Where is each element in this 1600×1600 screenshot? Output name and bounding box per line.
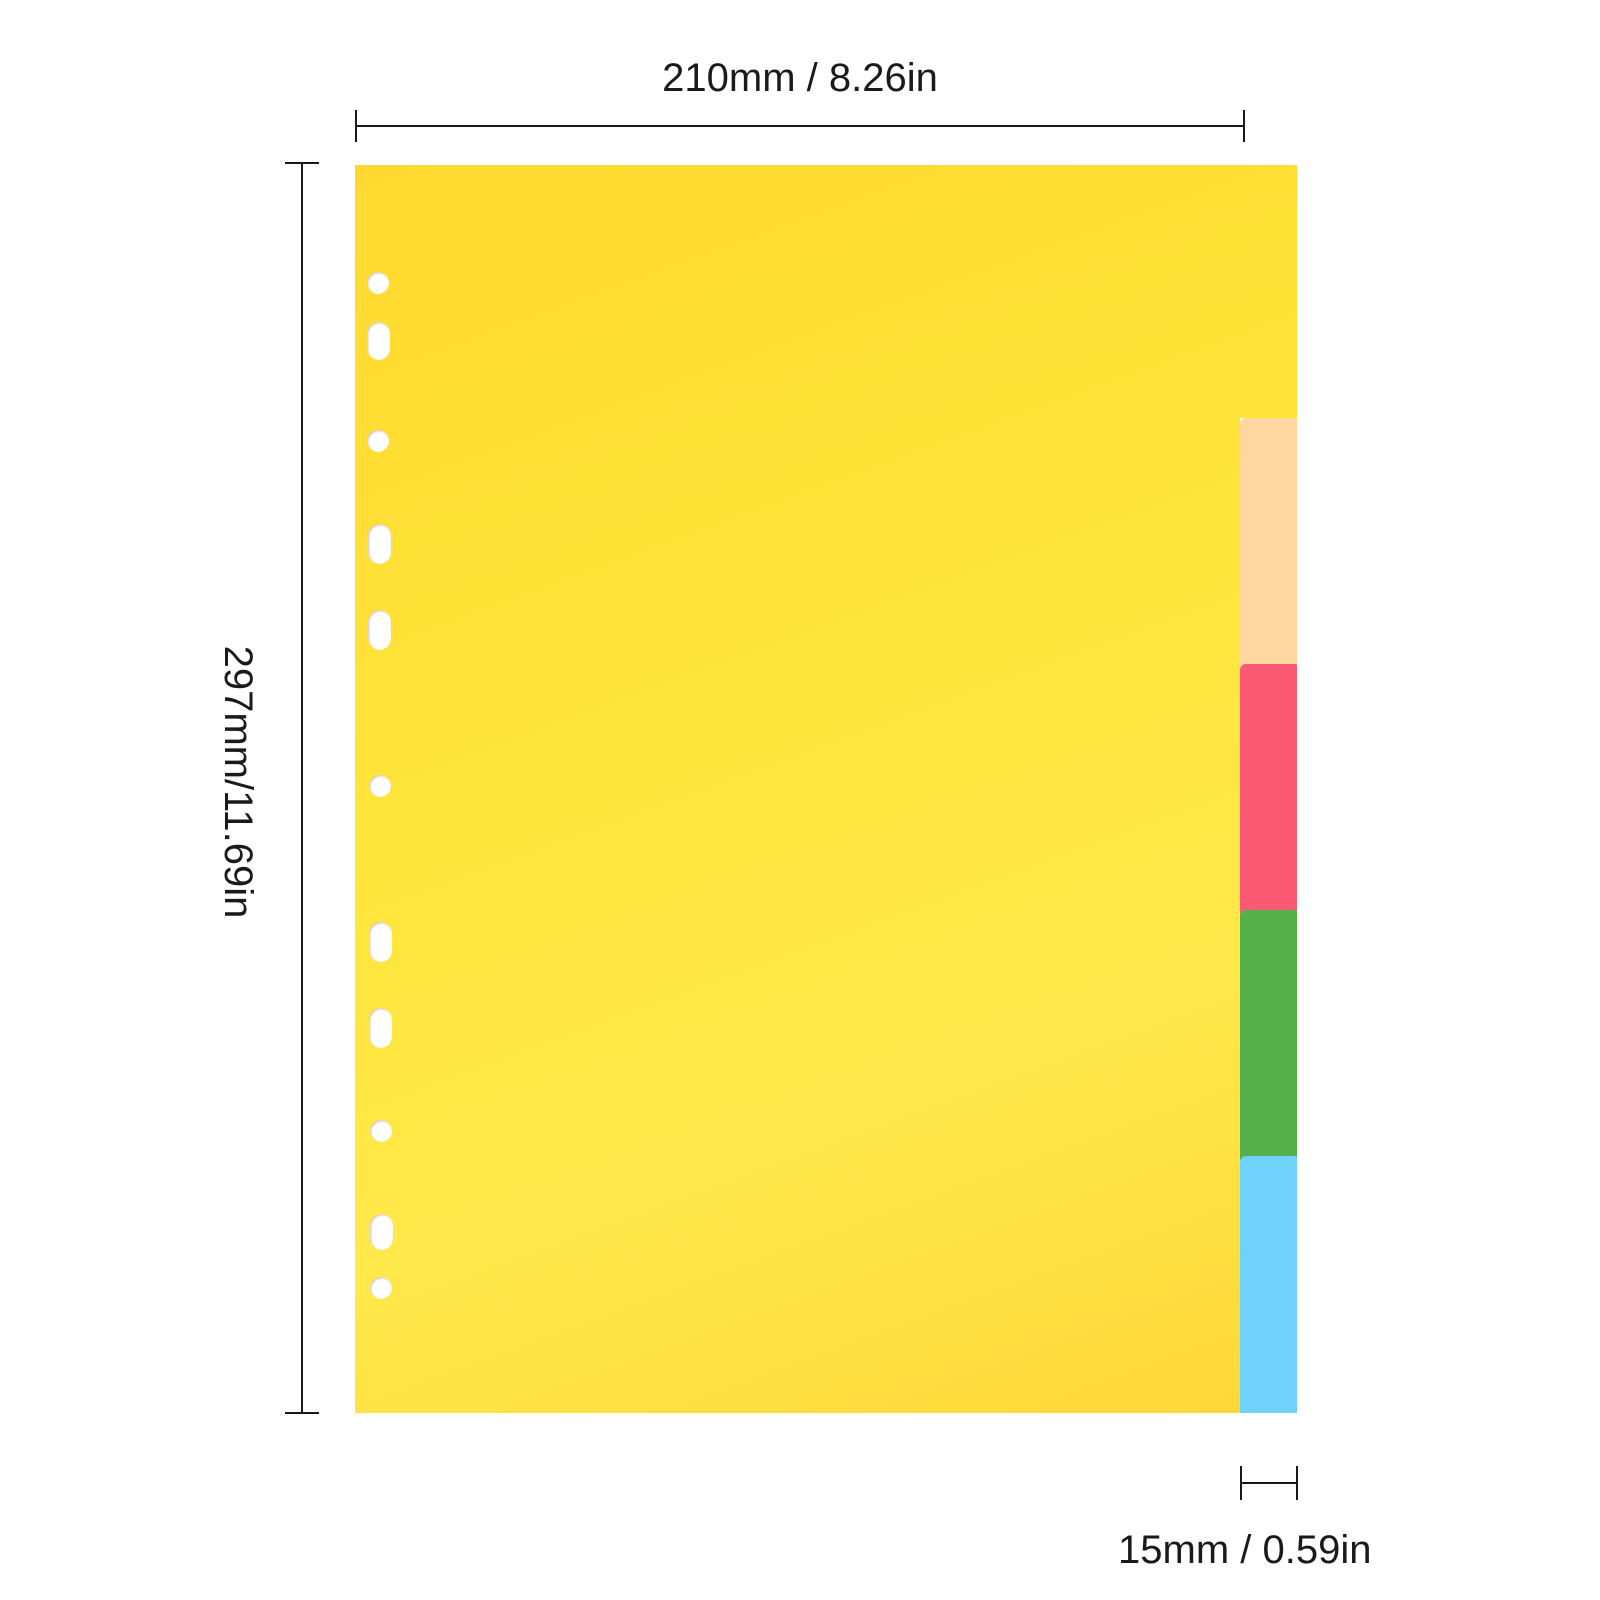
divider-sheet: [355, 165, 1297, 1413]
height-dimension-cap-top: [285, 162, 319, 164]
punch-hole: [367, 322, 390, 360]
tab-dimension-line: [1240, 1482, 1298, 1484]
divider-tab-pink: [1240, 664, 1297, 914]
punch-hole: [368, 524, 391, 564]
tab-dimension-label: 15mm / 0.59in: [1118, 1528, 1372, 1572]
punch-hole: [368, 610, 391, 650]
height-dimension-label: 297mm/11.69in: [216, 645, 260, 919]
height-dimension-line: [301, 162, 303, 1414]
divider-tab-blue: [1240, 1156, 1297, 1413]
punch-hole: [367, 272, 389, 294]
width-dimension-cap-left: [355, 110, 357, 142]
width-dimension-line: [355, 125, 1245, 127]
punch-hole: [369, 1008, 392, 1048]
punch-hole: [369, 922, 392, 962]
punch-hole: [370, 1120, 392, 1142]
punch-hole: [370, 1277, 392, 1299]
width-dimension-cap-right: [1243, 110, 1245, 142]
divider-tab-green: [1240, 910, 1297, 1160]
punch-hole: [370, 1214, 393, 1250]
divider-tab-peach: [1240, 418, 1297, 668]
punch-hole: [369, 775, 391, 797]
punch-hole: [367, 430, 389, 452]
tab-dimension-cap-right: [1296, 1466, 1298, 1500]
height-dimension-cap-bottom: [285, 1412, 319, 1414]
width-dimension-label: 210mm / 8.26in: [662, 56, 938, 100]
tab-dimension-cap-left: [1240, 1466, 1242, 1500]
